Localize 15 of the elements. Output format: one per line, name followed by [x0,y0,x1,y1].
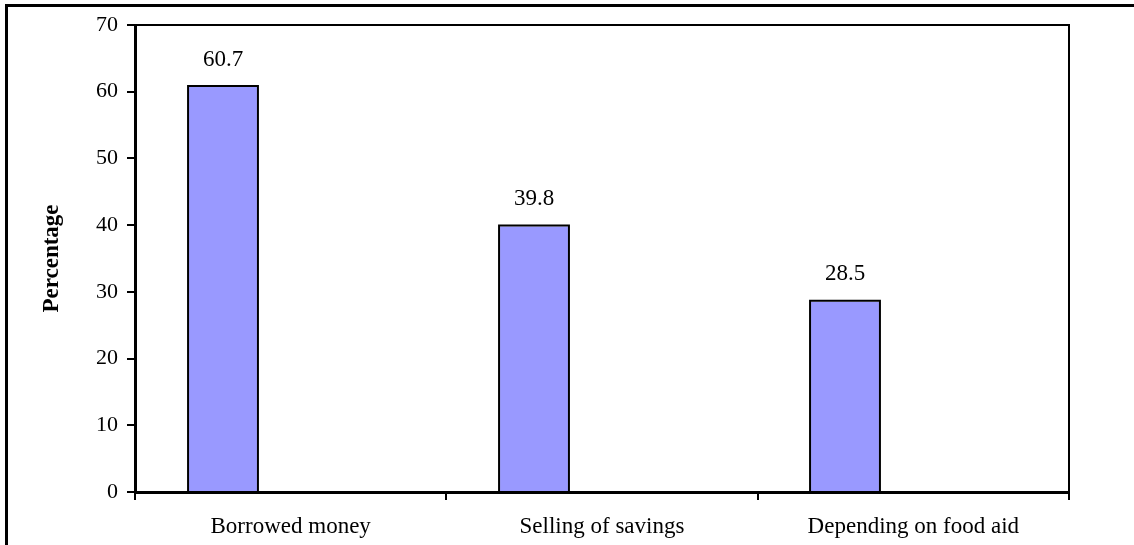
x-tick-label: Selling of savings [519,512,685,538]
y-tick-label: 60 [96,77,118,103]
data-label: 60.7 [202,45,244,71]
y-tick-label: 70 [96,10,118,36]
y-tick-label: 20 [96,344,118,370]
x-tick-label: Borrowed money [210,512,372,538]
y-tick-label: 10 [96,411,118,437]
y-tick-label: 0 [107,477,118,503]
data-label: 39.8 [513,185,555,211]
x-tick-label: Depending on food aid [807,512,1020,538]
data-label: 28.5 [824,260,866,286]
y-tick-label: 50 [96,144,118,170]
y-tick-label: 30 [96,277,118,303]
y-tick-label: 40 [96,210,118,236]
y-axis-title: Percentage [37,204,63,313]
